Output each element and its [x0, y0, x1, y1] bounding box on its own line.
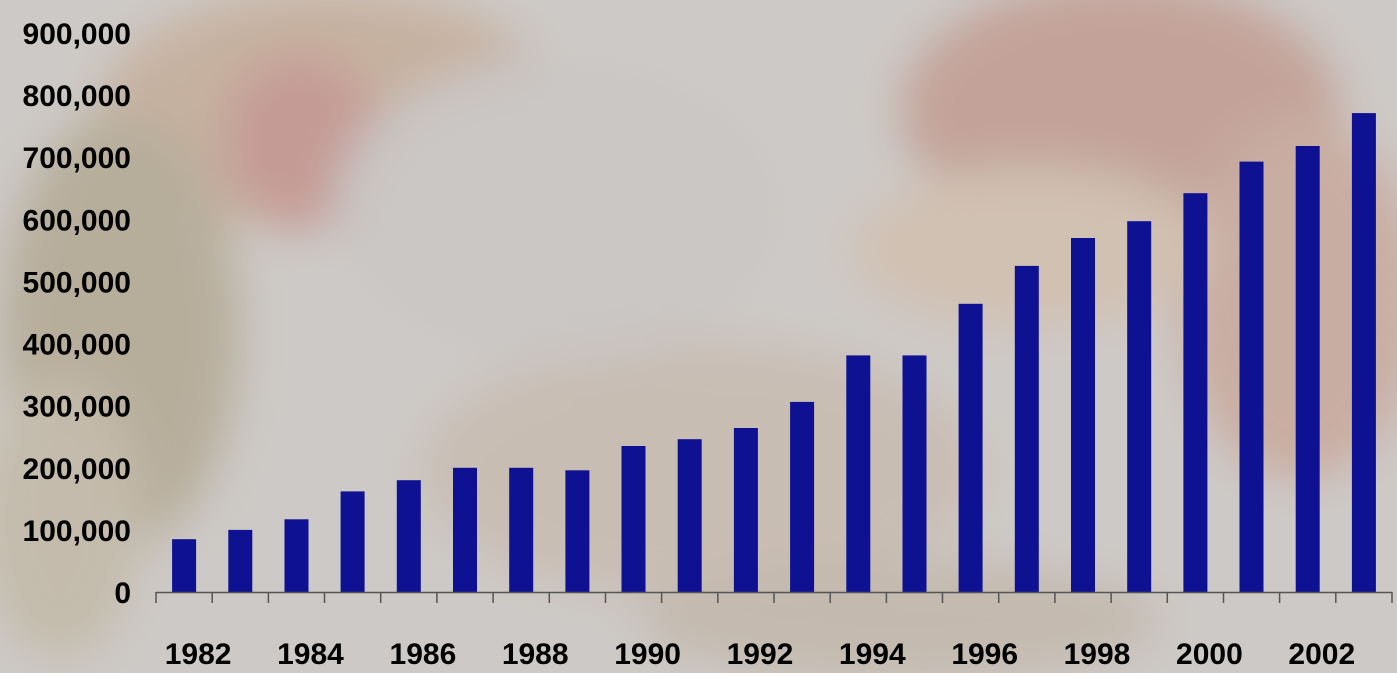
y-tick-label: 200,000: [23, 453, 131, 486]
bar-1982: [172, 539, 197, 592]
x-tick-label: 1986: [390, 638, 457, 671]
bar-series: [172, 113, 1376, 592]
y-tick-label: 300,000: [23, 391, 131, 424]
bar-1996: [958, 303, 983, 592]
x-tick-label: 2002: [1288, 638, 1355, 671]
bar-1997: [1014, 265, 1039, 592]
bar-1990: [621, 446, 646, 592]
bar-1993: [790, 401, 815, 592]
bar-2003: [1351, 113, 1376, 592]
bar-1986: [396, 480, 421, 592]
bar-1988: [509, 467, 534, 592]
x-tick-label: 1990: [614, 638, 681, 671]
bar-2001: [1239, 161, 1264, 592]
bar-1998: [1071, 238, 1095, 592]
bar-1984: [284, 519, 309, 592]
x-tick-label: 1988: [502, 638, 569, 671]
x-tick-label: 1984: [277, 638, 344, 671]
y-tick-label: 0: [114, 577, 131, 610]
bar-2002: [1295, 146, 1320, 592]
bar-1989: [565, 470, 590, 592]
y-tick-label: 600,000: [23, 204, 131, 237]
y-tick-label: 500,000: [23, 266, 131, 299]
x-tick-label: 2000: [1176, 638, 1243, 671]
x-tick-label: 1992: [727, 638, 794, 671]
x-axis-tick-labels: 1982 1984 1986 1988 1990 1992 1994 1996 1998 2000…: [165, 638, 1355, 671]
bar-1994: [846, 355, 871, 592]
x-tick-label: 1996: [951, 638, 1018, 671]
bar-1999: [1127, 221, 1152, 592]
chart-axes: [155, 591, 1393, 603]
y-tick-label: 100,000: [23, 515, 131, 548]
bar-1983: [228, 529, 253, 592]
x-tick-label: 1982: [165, 638, 232, 671]
y-tick-label: 900,000: [23, 18, 131, 51]
x-tick-label: 1998: [1064, 638, 1131, 671]
bar-2000: [1183, 193, 1208, 592]
y-axis-tick-labels: 0 100,000 200,000 300,000 400,000 500,000 600,…: [23, 18, 131, 610]
x-tick-label: 1994: [839, 638, 906, 671]
y-tick-label: 800,000: [23, 80, 131, 113]
bar-1992: [733, 428, 758, 592]
y-tick-label: 400,000: [23, 329, 131, 362]
bar-1995: [902, 355, 927, 592]
bar-1991: [677, 439, 702, 592]
y-tick-label: 700,000: [23, 142, 131, 175]
bar-1985: [340, 491, 365, 592]
bar-1987: [453, 467, 477, 592]
